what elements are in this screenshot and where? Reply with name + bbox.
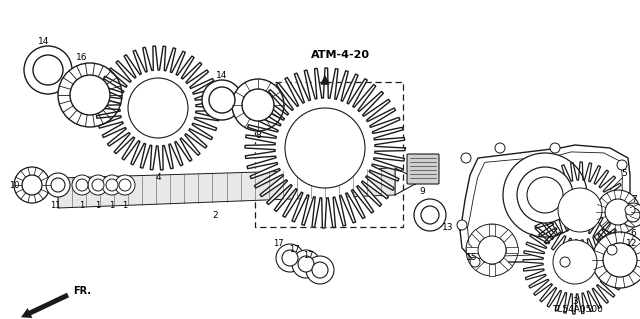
Circle shape [603,243,637,277]
Circle shape [88,175,108,195]
Text: 5: 5 [621,169,627,179]
Circle shape [106,179,118,191]
Bar [472,258,484,271]
Circle shape [232,79,284,131]
Text: 2: 2 [212,211,218,219]
Text: 8: 8 [255,130,261,139]
Circle shape [310,133,340,163]
Text: 14: 14 [38,38,50,47]
Bar [472,229,484,242]
Text: 9: 9 [419,188,425,197]
Text: 1: 1 [122,201,127,210]
Circle shape [558,188,602,232]
Text: 13: 13 [442,224,454,233]
Circle shape [625,205,635,215]
Circle shape [414,199,446,231]
Circle shape [46,173,70,197]
Circle shape [592,232,640,288]
Circle shape [24,46,72,94]
Text: 17: 17 [273,240,284,249]
Circle shape [72,175,92,195]
Text: 17: 17 [289,246,300,255]
Polygon shape [523,210,627,314]
Bar [255,82,403,227]
Circle shape [596,190,640,234]
Circle shape [298,256,314,272]
Circle shape [242,89,274,121]
Text: 12: 12 [627,240,637,249]
Circle shape [285,108,365,188]
Circle shape [33,55,63,85]
Circle shape [621,203,640,227]
Circle shape [457,220,467,230]
Circle shape [128,78,188,138]
Circle shape [14,167,50,203]
Circle shape [209,87,235,113]
Bar [466,247,478,253]
Circle shape [276,244,304,272]
Circle shape [563,250,587,274]
Circle shape [138,88,178,128]
Circle shape [617,160,627,170]
Text: 14: 14 [216,70,228,79]
Circle shape [51,178,65,192]
Circle shape [605,199,631,225]
Circle shape [312,262,328,278]
Circle shape [306,256,334,284]
Bar [500,258,513,271]
Circle shape [478,236,506,264]
Text: 7: 7 [631,196,637,204]
Circle shape [626,208,640,222]
Text: 15: 15 [467,254,477,263]
Circle shape [76,179,88,191]
Circle shape [553,240,597,284]
Text: 1: 1 [79,201,84,210]
Text: 1: 1 [109,201,115,210]
Bar [489,224,495,236]
Circle shape [282,250,298,266]
Circle shape [297,120,353,176]
FancyArrow shape [21,293,69,318]
Text: 3: 3 [572,298,578,307]
FancyBboxPatch shape [407,154,439,184]
Circle shape [568,198,592,222]
Circle shape [495,143,505,153]
Text: 4: 4 [155,174,161,182]
Text: 16: 16 [76,54,88,63]
Circle shape [560,257,570,267]
Circle shape [607,245,617,255]
Bar [489,264,495,276]
Circle shape [92,179,104,191]
Circle shape [517,167,573,223]
Bar [506,247,518,253]
Text: ATM-4-20: ATM-4-20 [310,50,369,60]
Polygon shape [532,162,628,258]
Text: 6: 6 [630,228,636,238]
Text: FR.: FR. [73,286,91,296]
Text: 1: 1 [95,201,100,210]
Circle shape [470,257,480,267]
Circle shape [58,63,122,127]
Circle shape [22,175,42,195]
Circle shape [102,175,122,195]
Circle shape [292,250,320,278]
Text: TL54A0500: TL54A0500 [552,306,604,315]
Circle shape [550,143,560,153]
Circle shape [461,153,471,163]
Circle shape [503,153,587,237]
Bar [500,229,513,242]
Polygon shape [245,68,405,228]
Circle shape [119,179,131,191]
Text: 17: 17 [303,250,314,259]
Circle shape [202,80,242,120]
Polygon shape [58,168,395,208]
Circle shape [421,206,439,224]
Circle shape [115,175,135,195]
Text: 10: 10 [9,181,19,189]
Polygon shape [96,46,220,170]
Circle shape [70,75,110,115]
Circle shape [527,177,563,213]
Text: 11: 11 [50,201,60,210]
